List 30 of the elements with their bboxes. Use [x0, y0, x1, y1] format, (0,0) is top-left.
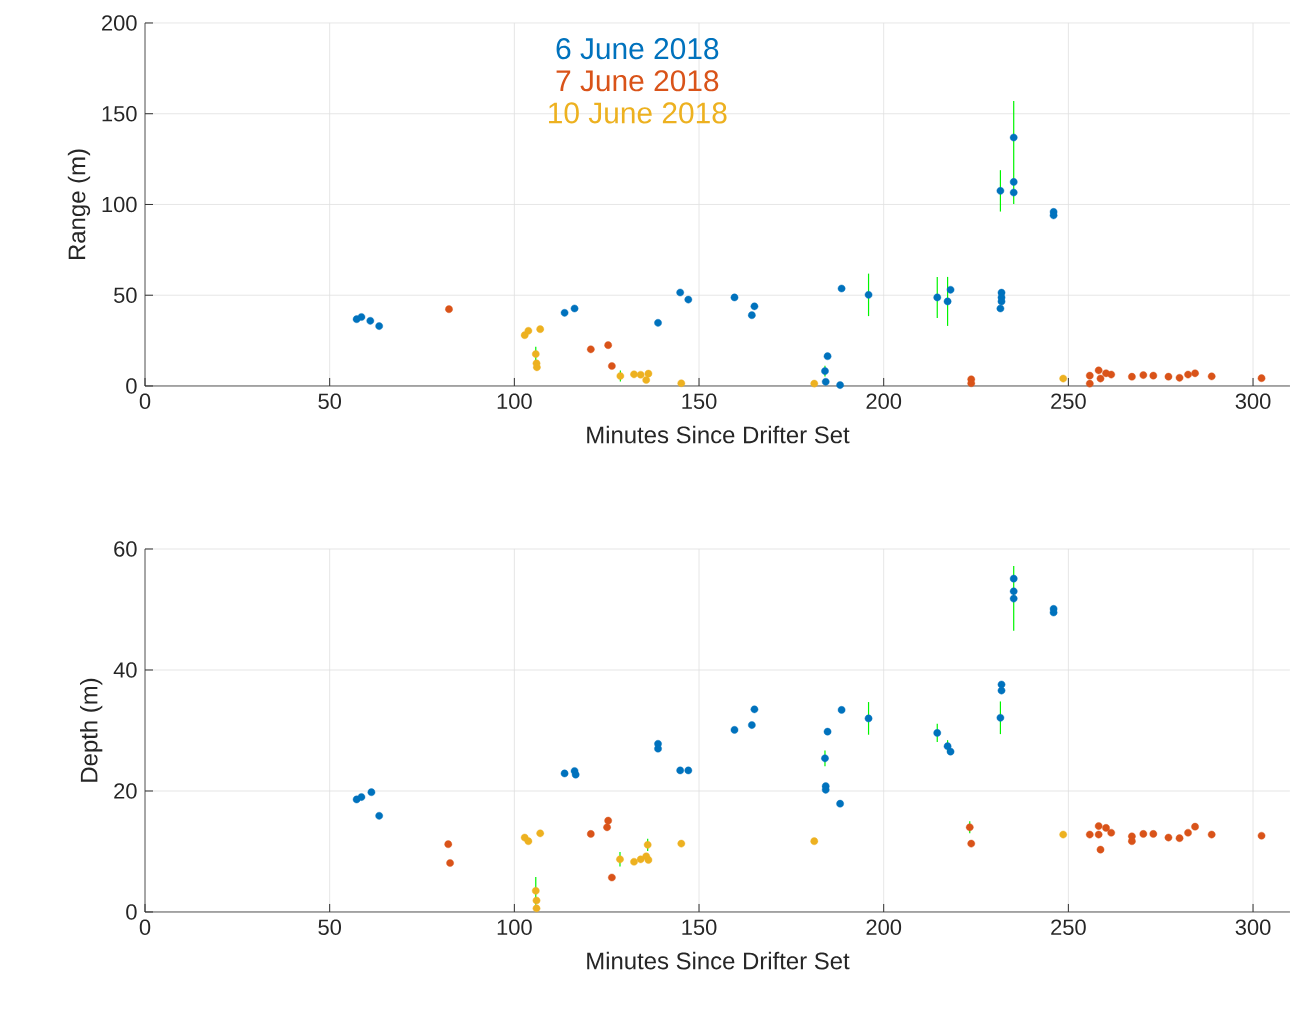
y-tick-label: 20	[114, 783, 137, 799]
x-tick-label: 100	[497, 919, 532, 936]
y-tick-label: 200	[102, 15, 137, 31]
y-axis-title: Depth (m)	[80, 678, 103, 782]
x-tick-label: 0	[139, 919, 151, 936]
y-tick-label: 0	[126, 904, 137, 920]
y-tick-label: 50	[114, 287, 137, 303]
x-tick-label: 250	[1051, 393, 1086, 410]
x-tick-label: 100	[497, 393, 532, 410]
x-tick-label: 200	[866, 919, 902, 936]
x-tick-label: 300	[1235, 919, 1271, 936]
y-tick-label: 100	[102, 196, 137, 213]
y-tick-label: 0	[126, 378, 137, 394]
x-tick-label: 250	[1051, 919, 1086, 936]
text: 10 June 2018	[549, 102, 727, 124]
x-tick-label: 0	[139, 393, 151, 410]
y-tick-label: 40	[113, 662, 137, 678]
y-tick-label: 150	[102, 105, 137, 122]
y-axis-title: Range (m)	[67, 149, 91, 259]
x-tick-label: 300	[1235, 393, 1271, 410]
x-tick-label: 150	[682, 919, 717, 936]
text: 7 June 2018	[556, 70, 719, 92]
x-tick-label: 50	[318, 393, 342, 410]
x-tick-label: 150	[682, 393, 717, 410]
x-axis-title: Minutes Since Drifter Set	[587, 951, 850, 970]
x-axis-title: Minutes Since Drifter Set	[587, 425, 850, 444]
text: 6 June 2018	[556, 38, 719, 60]
y-tick-label: 60	[114, 541, 137, 557]
x-tick-label: 50	[318, 919, 342, 936]
x-tick-label: 200	[866, 393, 902, 410]
